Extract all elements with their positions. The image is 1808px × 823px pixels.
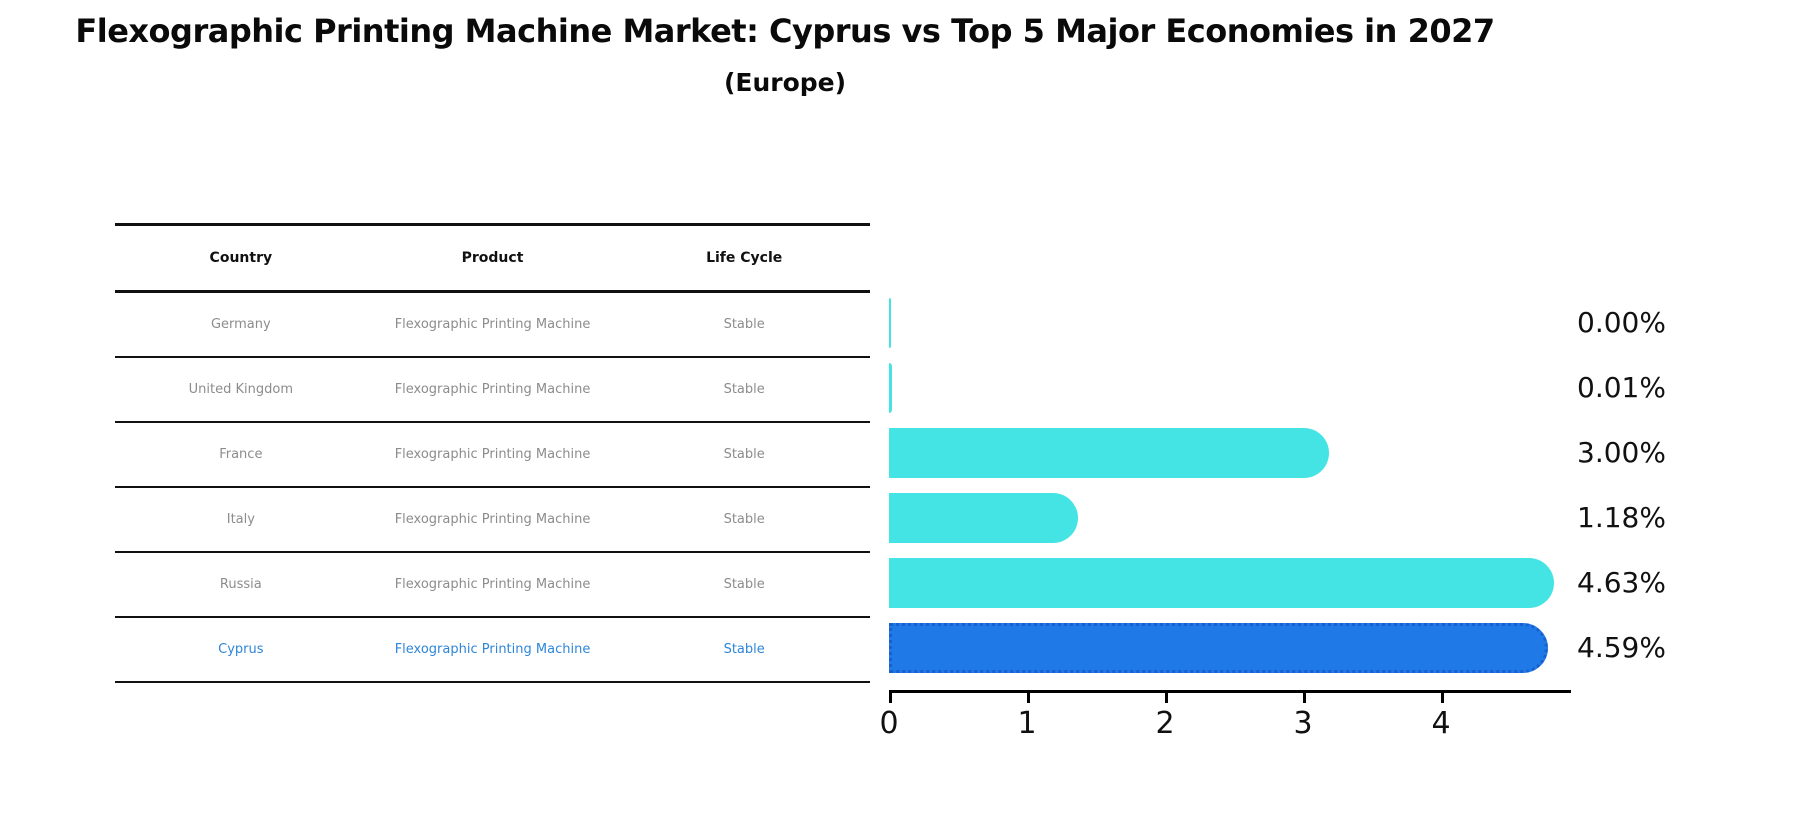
table-row-russia: Russia Flexographic Printing Machine Sta… — [115, 553, 870, 618]
value-label-united-kingdom: 0.01% — [1577, 371, 1666, 404]
table-row-united-kingdom: United Kingdom Flexographic Printing Mac… — [115, 358, 870, 423]
table-header-life-cycle: Life Cycle — [706, 250, 783, 266]
life-cycle-cell: Stable — [723, 512, 765, 527]
x-axis-tick-2 — [1165, 693, 1168, 703]
life-cycle-cell: Stable — [723, 447, 765, 462]
x-axis-tick-label-0: 0 — [879, 706, 899, 741]
life-cycle-cell: Stable — [723, 642, 765, 657]
table-header-country: Country — [209, 250, 273, 266]
x-axis-tick-label-3: 3 — [1293, 706, 1313, 741]
value-label-germany: 0.00% — [1577, 306, 1666, 339]
country-cell: United Kingdom — [188, 382, 293, 397]
table-header-product: Product — [461, 250, 524, 266]
product-cell: Flexographic Printing Machine — [394, 642, 591, 657]
table-row-france: France Flexographic Printing Machine Sta… — [115, 423, 870, 488]
value-label-russia: 4.63% — [1577, 566, 1666, 599]
bar-slot-cyprus — [889, 615, 1568, 680]
table-row-italy: Italy Flexographic Printing Machine Stab… — [115, 488, 870, 553]
x-axis-tick-label-1: 1 — [1017, 706, 1037, 741]
product-cell: Flexographic Printing Machine — [394, 317, 591, 332]
value-label-cyprus: 4.59% — [1577, 631, 1666, 664]
bar-russia — [889, 557, 1554, 608]
x-axis-tick-3 — [1303, 693, 1306, 703]
country-cell: Cyprus — [218, 642, 264, 657]
bar-cyprus — [889, 622, 1549, 673]
x-axis-line — [889, 690, 1571, 693]
bar-germany — [889, 297, 891, 348]
product-cell: Flexographic Printing Machine — [394, 447, 591, 462]
x-axis-tick-label-2: 2 — [1155, 706, 1175, 741]
bar-united-kingdom — [889, 362, 893, 413]
table-header-row: Country Product Life Cycle — [115, 226, 870, 293]
bar-slot-germany — [889, 290, 1568, 355]
x-axis-tick-0 — [889, 693, 892, 703]
life-cycle-cell: Stable — [723, 577, 765, 592]
country-table: Country Product Life Cycle Germany Flexo… — [115, 223, 870, 683]
x-axis-tick-label-4: 4 — [1431, 706, 1451, 741]
product-cell: Flexographic Printing Machine — [394, 577, 591, 592]
country-cell: France — [219, 447, 263, 462]
value-labels-column: 0.00% 0.01% 3.00% 1.18% 4.63% 4.59% — [1577, 290, 1797, 680]
bar-plot — [889, 290, 1568, 680]
bar-slot-italy — [889, 485, 1568, 550]
country-cell: Germany — [210, 317, 271, 332]
product-cell: Flexographic Printing Machine — [394, 382, 591, 397]
bar-slot-united-kingdom — [889, 355, 1568, 420]
life-cycle-cell: Stable — [723, 382, 765, 397]
bar-italy — [889, 492, 1078, 543]
table-row-germany: Germany Flexographic Printing Machine St… — [115, 293, 870, 358]
bar-france — [889, 427, 1330, 478]
bar-slot-france — [889, 420, 1568, 485]
bar-slot-russia — [889, 550, 1568, 615]
country-cell: Russia — [219, 577, 262, 592]
chart-title: Flexographic Printing Machine Market: Cy… — [75, 12, 1495, 50]
life-cycle-cell: Stable — [723, 317, 765, 332]
product-cell: Flexographic Printing Machine — [394, 512, 591, 527]
x-axis-tick-1 — [1027, 693, 1030, 703]
chart-subtitle: (Europe) — [723, 68, 847, 97]
country-cell: Italy — [226, 512, 255, 527]
table-row-cyprus: Cyprus Flexographic Printing Machine Sta… — [115, 618, 870, 683]
value-label-france: 3.00% — [1577, 436, 1666, 469]
value-label-italy: 1.18% — [1577, 501, 1666, 534]
x-axis-tick-4 — [1441, 693, 1444, 703]
